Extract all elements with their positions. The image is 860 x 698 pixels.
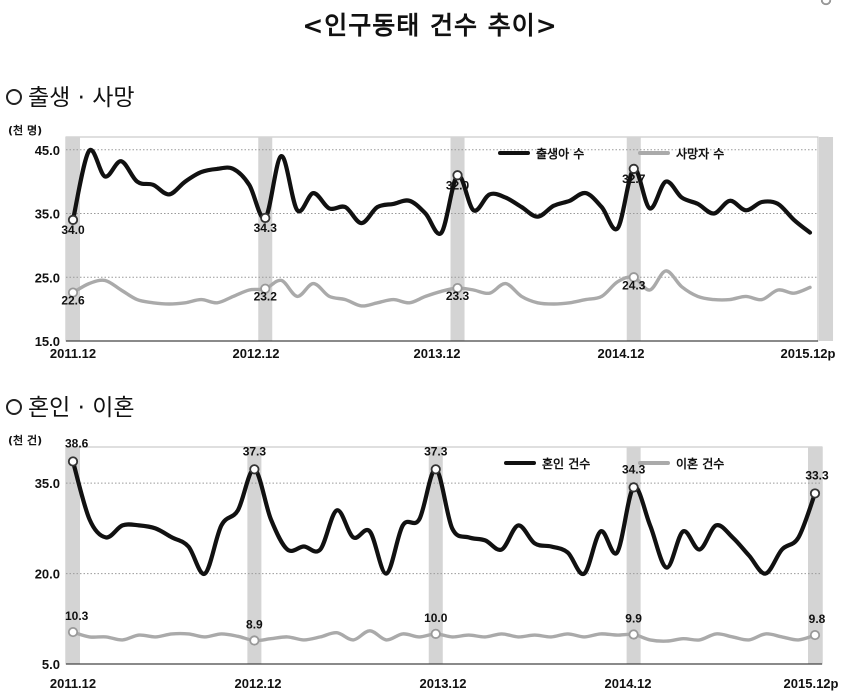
- series-line-primary: [70, 459, 818, 576]
- data-label: 9.8: [809, 612, 826, 626]
- data-point-marker: [260, 283, 271, 294]
- legend-label: 사망자 수: [676, 146, 724, 161]
- data-point-marker: [260, 212, 271, 224]
- y-tick-label: 20.0: [35, 567, 60, 582]
- data-point-marker: [809, 629, 821, 641]
- data-point-marker: [628, 482, 639, 493]
- legend-label: 이혼 건수: [676, 456, 724, 471]
- section-title-birth-death: 출생 · 사망: [6, 78, 135, 112]
- data-point-marker: [452, 282, 463, 294]
- x-tick-label: 2012.12: [235, 676, 282, 691]
- december-band: [626, 137, 641, 341]
- data-label: 33.3: [805, 468, 829, 482]
- data-label: 23.3: [446, 289, 470, 303]
- series-line-secondary: [71, 629, 817, 643]
- december-band: [247, 447, 262, 664]
- x-tick-label: 2014.12: [598, 346, 645, 361]
- data-label: 23.4: [816, 0, 840, 3]
- page-title: <인구동태 건수 추이>: [302, 11, 558, 40]
- series-line-primary: [70, 147, 813, 236]
- plot-area: [65, 446, 823, 665]
- data-point-marker: [628, 629, 639, 640]
- series-line-secondary: [71, 269, 812, 308]
- data-point-marker: [67, 214, 79, 225]
- unit-label: (천 명): [8, 124, 43, 137]
- y-tick-label: 35.0: [35, 207, 60, 222]
- data-point-marker: [249, 464, 260, 475]
- data-point-marker: [809, 488, 821, 499]
- circle-bullet-icon: [6, 88, 22, 105]
- data-label: 9.9: [625, 611, 642, 625]
- x-tick-label: 2013.12: [414, 346, 461, 361]
- y-tick-label: 15.0: [35, 334, 60, 349]
- data-label: 10.3: [65, 609, 89, 623]
- circle-bullet-icon: [6, 398, 22, 415]
- data-label: 8.9: [246, 617, 263, 631]
- y-tick-label: 5.0: [42, 657, 60, 672]
- data-label: 37.3: [243, 444, 267, 458]
- y-tick-label: 35.0: [35, 476, 60, 491]
- unit-label: (천 건): [8, 434, 43, 447]
- data-point-marker: [430, 628, 441, 639]
- december-band: [428, 447, 443, 664]
- data-label: 23.2: [254, 290, 278, 304]
- data-label: 34.3: [254, 221, 278, 235]
- data-point-marker: [430, 464, 441, 475]
- section-title-marriage-divorce: 혼인 · 이혼: [6, 388, 135, 422]
- section-title-text: 출생 · 사망: [28, 85, 135, 111]
- x-tick-label: 2015.12p: [781, 346, 836, 361]
- x-tick-label: 2011.12: [50, 676, 96, 691]
- data-label: 37.3: [424, 444, 448, 458]
- data-label: 32.7: [622, 172, 646, 186]
- data-point-marker: [452, 170, 463, 181]
- december-band: [819, 137, 834, 341]
- data-point-marker: [67, 626, 79, 638]
- data-label: 22.6: [61, 294, 85, 308]
- x-tick-label: 2014.12: [605, 676, 652, 691]
- data-label: 32.0: [446, 178, 470, 192]
- data-point-marker: [67, 456, 79, 467]
- december-band: [66, 447, 80, 664]
- data-label: 34.3: [622, 462, 646, 476]
- data-point-marker: [67, 287, 79, 298]
- x-tick-label: 2011.12: [50, 346, 96, 361]
- data-label: 24.3: [622, 278, 646, 292]
- x-tick-label: 2012.12: [233, 346, 280, 361]
- y-tick-label: 25.0: [35, 270, 60, 285]
- data-point-marker: [249, 635, 260, 646]
- data-label: 38.6: [65, 436, 89, 450]
- data-point-marker: [628, 272, 639, 283]
- y-tick-label: 45.0: [35, 143, 60, 158]
- section-title-text: 혼인 · 이혼: [28, 395, 135, 421]
- legend-label: 혼인 건수: [542, 456, 590, 471]
- data-label: 34.0: [61, 223, 85, 237]
- x-tick-label: 2013.12: [420, 676, 467, 691]
- legend-label: 출생아 수: [536, 146, 584, 161]
- x-tick-label: 2015.12p: [784, 676, 839, 691]
- data-point-marker: [628, 163, 639, 174]
- plot-area: [65, 136, 819, 342]
- data-label: 10.0: [424, 611, 448, 625]
- data-point-marker: [820, 0, 832, 6]
